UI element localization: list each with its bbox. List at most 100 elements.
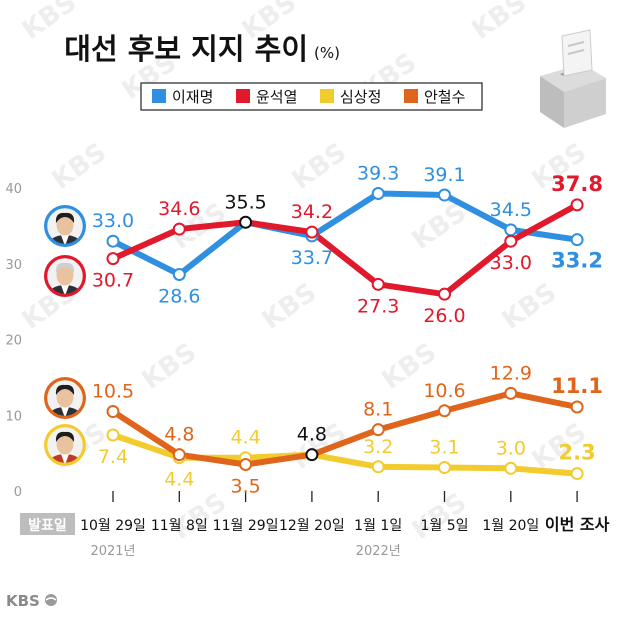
data-point [106, 405, 120, 419]
x-tick-label: 이번 조사 [545, 515, 610, 534]
photo-border [44, 255, 86, 297]
x-tick-label: 12월 20일 [279, 518, 345, 534]
data-point [570, 198, 584, 212]
watermark-text: KBS [257, 277, 322, 335]
data-point [371, 460, 385, 474]
tie-label: 35.5 [224, 191, 266, 213]
data-label: 7.4 [98, 446, 128, 468]
data-label: 3.2 [363, 436, 393, 458]
photo-collar [61, 235, 69, 245]
candidate-photo-layer [44, 205, 86, 466]
data-label: 8.1 [363, 399, 393, 421]
data-point [438, 461, 451, 475]
data-point [570, 233, 584, 247]
data-point [371, 277, 385, 291]
x-tick-label: 10월 29일 [80, 518, 146, 534]
tie-point [239, 215, 253, 229]
kbs-logo: KBS [6, 592, 57, 610]
data-point [172, 267, 186, 281]
watermark-text: KBS [287, 137, 352, 195]
legend-box [140, 82, 483, 111]
tie-label: 4.8 [297, 424, 327, 446]
photo-collar [61, 454, 69, 464]
photo-body [47, 454, 83, 464]
series-layer [106, 186, 584, 481]
legend-label: 심상정 [340, 88, 381, 106]
photo-border [44, 424, 86, 466]
y-axis: 0 10 20 30 40 [5, 182, 22, 500]
data-point [106, 252, 120, 266]
candidate-photo [44, 205, 86, 247]
y-tick-label: 0 [14, 485, 22, 500]
photo-collar [61, 285, 69, 295]
data-label: 26.0 [423, 305, 465, 327]
photo-border [44, 377, 86, 419]
kbs-logo-mark [45, 594, 57, 606]
data-point [504, 223, 518, 237]
data-label-layer: 33.0 28.6 33.7 39.3 39.1 34.5 33.2 30.7 34.6 34.2… [92, 162, 603, 497]
legend-swatch [236, 89, 250, 103]
candidate-photo [44, 255, 86, 297]
data-label: 34.5 [490, 199, 532, 221]
kbs-logo-text: KBS [6, 592, 40, 610]
ballot-box-icon [540, 29, 606, 128]
data-point [504, 234, 518, 248]
watermark-text: KBS [467, 0, 532, 46]
photo-face [56, 386, 74, 408]
x-tick-label: 1월 1일 [354, 518, 402, 534]
data-label: 10.6 [423, 380, 465, 402]
data-label: 4.4 [164, 469, 194, 491]
watermark-text: KBS [47, 137, 112, 195]
tie-point [305, 448, 319, 462]
data-point [172, 222, 186, 236]
data-point [570, 400, 584, 414]
y-tick-label: 20 [5, 334, 22, 349]
photo-border [44, 205, 86, 247]
photo-collar [61, 407, 69, 417]
x-tick-label: 11월 8일 [151, 518, 208, 534]
x-axis: 발표일 10월 29일 11월 8일 11월 29일 12월 20일 1월 1일 1월 5일… [20, 491, 610, 559]
data-point [106, 234, 120, 248]
data-label: 37.8 [551, 172, 603, 196]
data-point [438, 188, 451, 202]
data-label: 33.0 [92, 210, 134, 232]
data-point [106, 428, 120, 442]
candidate-photo [44, 377, 86, 419]
data-label: 4.4 [230, 427, 260, 449]
data-point [172, 448, 186, 462]
data-label: 33.2 [551, 249, 603, 273]
photo-hair [55, 262, 75, 273]
data-label: 3.1 [429, 437, 459, 459]
data-label: 28.6 [158, 285, 200, 307]
x-axis-label-box [20, 513, 75, 535]
data-label: 39.3 [357, 162, 399, 184]
photo-hair [55, 212, 75, 223]
series-line [110, 390, 581, 468]
x-tick-label: 1월 5일 [420, 518, 468, 534]
data-label: 3.0 [496, 437, 526, 459]
data-label: 33.0 [490, 252, 532, 274]
data-point [570, 467, 584, 481]
data-label: 2.3 [558, 441, 595, 465]
data-label: 3.5 [230, 476, 260, 498]
photo-hair [55, 384, 75, 395]
photo-hair [55, 431, 75, 442]
x-tick-label: 11월 29일 [213, 518, 279, 534]
y-tick-label: 30 [5, 258, 22, 273]
year-label: 2022년 [356, 544, 401, 559]
data-label: 11.1 [551, 374, 603, 398]
y-tick-label: 10 [5, 409, 22, 424]
data-point [504, 386, 518, 400]
legend-label: 이재명 [172, 88, 213, 106]
data-label: 34.2 [291, 201, 333, 223]
data-point [305, 225, 319, 239]
year-label: 2021년 [90, 544, 135, 559]
data-label: 39.1 [423, 164, 465, 186]
candidate-photo [44, 424, 86, 466]
data-point [239, 458, 253, 472]
photo-face [56, 214, 74, 236]
data-label: 12.9 [490, 362, 532, 384]
watermark-text: KBS [407, 487, 472, 545]
